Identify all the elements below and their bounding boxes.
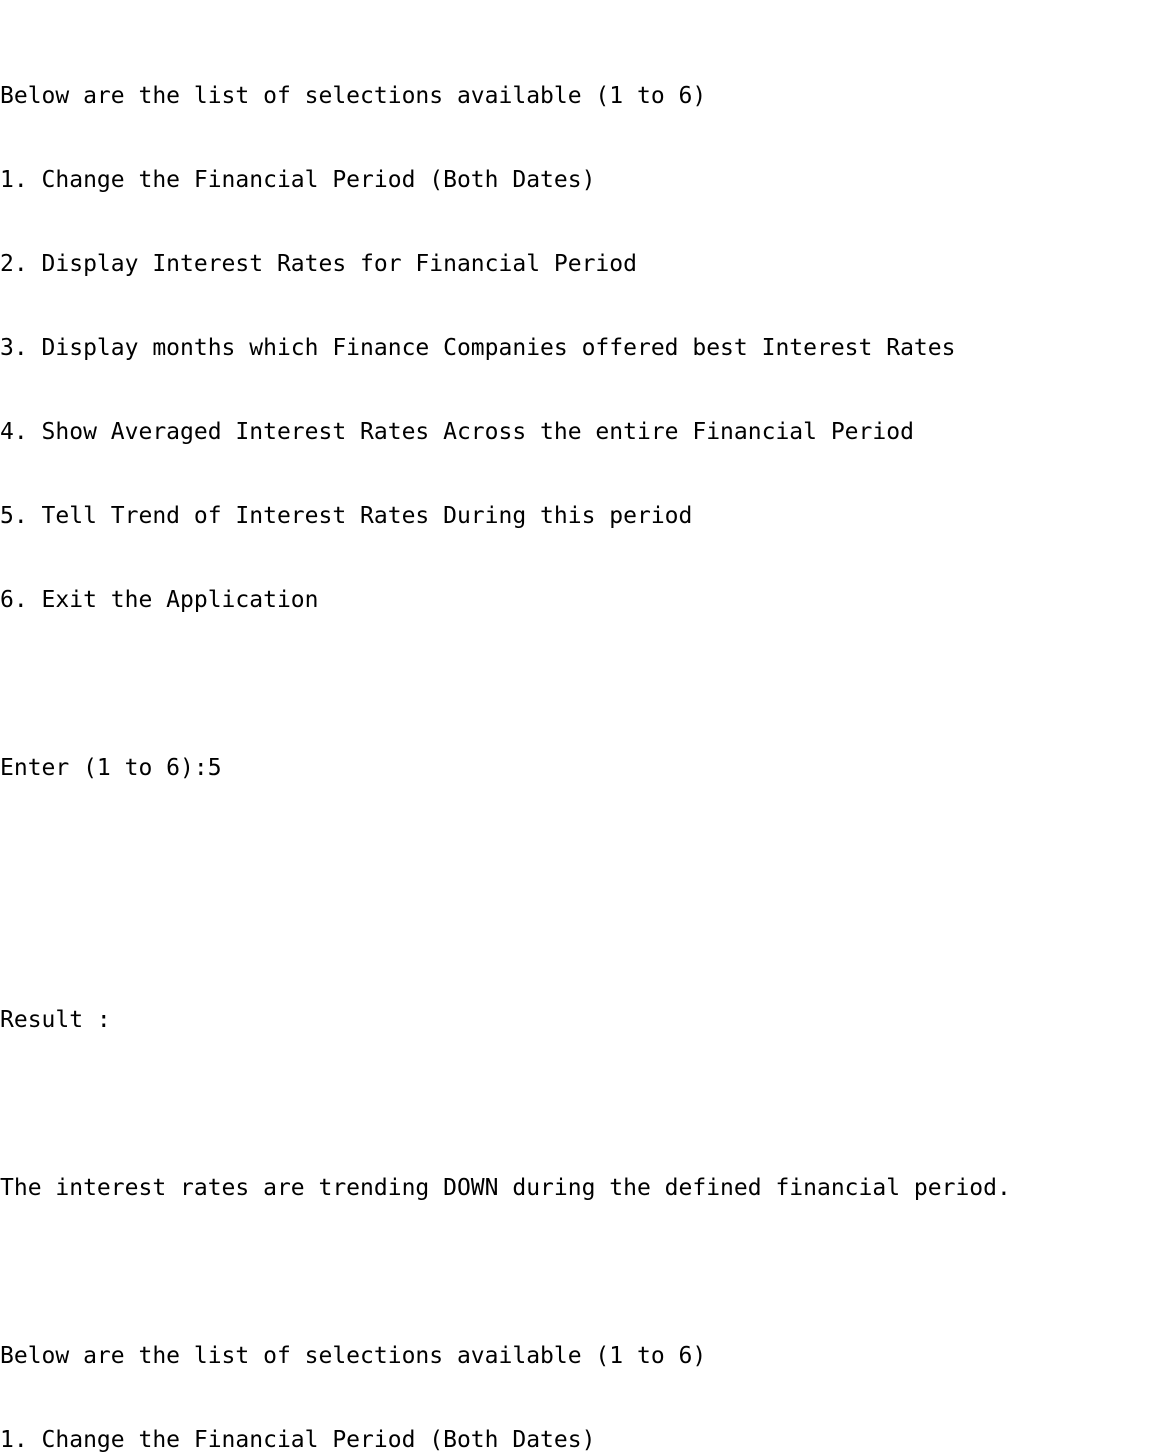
menu-option: 3. Display months which Finance Companie… xyxy=(0,335,956,361)
blank-line xyxy=(0,838,1156,866)
result-label: Result : xyxy=(0,1007,111,1033)
menu-option: 4. Show Averaged Interest Rates Across t… xyxy=(0,419,914,445)
menu-option: 5. Tell Trend of Interest Rates During t… xyxy=(0,503,693,529)
blank-line xyxy=(0,922,1156,950)
terminal-output[interactable]: Below are the list of selections availab… xyxy=(0,26,1156,1452)
menu-option: 1. Change the Financial Period (Both Dat… xyxy=(0,1427,596,1452)
result-message: The interest rates are trending DOWN dur… xyxy=(0,1175,1011,1201)
menu-option: 6. Exit the Application xyxy=(0,587,319,613)
menu-header: Below are the list of selections availab… xyxy=(0,83,707,109)
menu-header: Below are the list of selections availab… xyxy=(0,1343,707,1369)
blank-line xyxy=(0,670,1156,698)
input-prompt-answered: Enter (1 to 6):5 xyxy=(0,755,222,781)
menu-option: 1. Change the Financial Period (Both Dat… xyxy=(0,167,596,193)
blank-line xyxy=(0,1258,1156,1286)
blank-line xyxy=(0,1090,1156,1118)
menu-option: 2. Display Interest Rates for Financial … xyxy=(0,251,637,277)
